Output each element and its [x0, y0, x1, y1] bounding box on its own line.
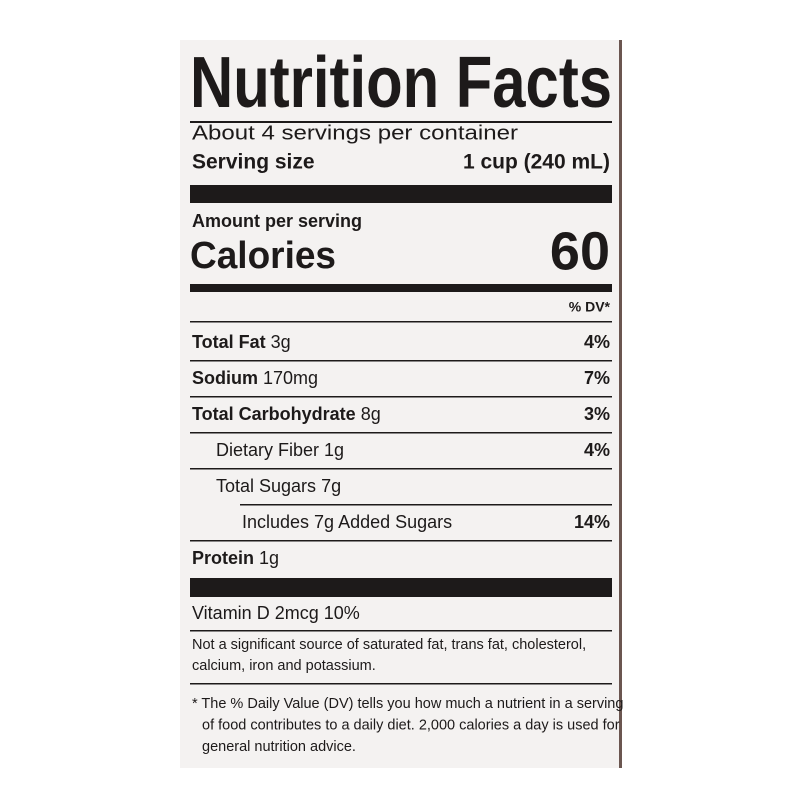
- nutrient-row: Total Fat 3g: [192, 332, 291, 352]
- rule: [240, 504, 612, 506]
- vitamin-row: Vitamin D 2mcg 10%: [192, 603, 360, 623]
- panel-edge: [619, 40, 622, 768]
- nutrient-amount: 1g: [324, 440, 344, 460]
- nutrient-row: Total Sugars 7g: [216, 476, 341, 496]
- rule: [190, 360, 612, 362]
- nutrient-name: Total Carbohydrate: [192, 404, 356, 424]
- label-panel: [180, 40, 622, 768]
- medium-bar: [190, 284, 612, 292]
- thick-bar: [190, 578, 612, 597]
- rule: [190, 321, 612, 323]
- nutrient-amount: 8g: [361, 404, 381, 424]
- title: Nutrition Facts: [190, 43, 612, 123]
- nutrient-name: Protein: [192, 548, 254, 568]
- nutrient-row: Total Carbohydrate 8g: [192, 404, 381, 424]
- nutrient-dv: 3%: [584, 404, 610, 424]
- footnote-line: of food contributes to a daily diet. 2,0…: [202, 717, 620, 733]
- nutrient-amount: 1g: [259, 548, 279, 568]
- nutrient-row: Protein 1g: [192, 548, 279, 568]
- vitamin-name: Vitamin D: [192, 603, 270, 623]
- nutrient-row: Includes 7g Added Sugars: [242, 512, 452, 532]
- footnote-line: * The % Daily Value (DV) tells you how m…: [192, 696, 623, 712]
- nutrient-name: Dietary Fiber: [216, 440, 319, 460]
- not-significant-line: Not a significant source of saturated fa…: [192, 637, 586, 653]
- nutrient-name: Sodium: [192, 368, 258, 388]
- rule: [190, 630, 612, 632]
- nutrient-name: Total Sugars: [216, 476, 316, 496]
- vitamin-amount: 2mcg: [275, 603, 319, 623]
- dv-header: % DV*: [569, 299, 611, 315]
- nutrient-amount: 7g: [321, 476, 341, 496]
- nutrient-row: Sodium 170mg: [192, 368, 318, 388]
- rule: [190, 683, 612, 685]
- vitamin-dv: 10%: [324, 603, 360, 623]
- calories-value: 60: [550, 221, 610, 281]
- nutrient-row: Dietary Fiber 1g: [216, 440, 344, 460]
- nutrient-dv: 4%: [584, 440, 610, 460]
- rule: [190, 468, 612, 470]
- nutrient-amount: 170mg: [263, 368, 318, 388]
- nutrient-amount: 3g: [271, 332, 291, 352]
- nutrient-name: Total Fat: [192, 332, 266, 352]
- not-significant-line: calcium, iron and potassium.: [192, 658, 376, 674]
- nutrient-dv: 14%: [574, 512, 610, 532]
- thick-bar: [190, 185, 612, 203]
- rule: [190, 121, 612, 123]
- rule: [190, 396, 612, 398]
- nutrient-rows: Total Fat 3g 4% Sodium 170mg 7% Total Carbohyd…: [190, 332, 623, 755]
- amount-per-serving: Amount per serving: [192, 211, 362, 231]
- nutrient-dv: 7%: [584, 368, 610, 388]
- footnote-line: general nutrition advice.: [202, 739, 356, 755]
- nutrient-name: Includes 7g Added Sugars: [242, 512, 452, 532]
- rule: [190, 540, 612, 542]
- rule: [190, 432, 612, 434]
- serving-size: 1 cup (240 mL): [463, 151, 610, 174]
- nutrient-dv: 4%: [584, 332, 610, 352]
- servings: About 4 servings per container: [192, 122, 518, 144]
- serving-size-label: Serving size: [192, 151, 315, 174]
- calories-label: Calories: [190, 235, 336, 277]
